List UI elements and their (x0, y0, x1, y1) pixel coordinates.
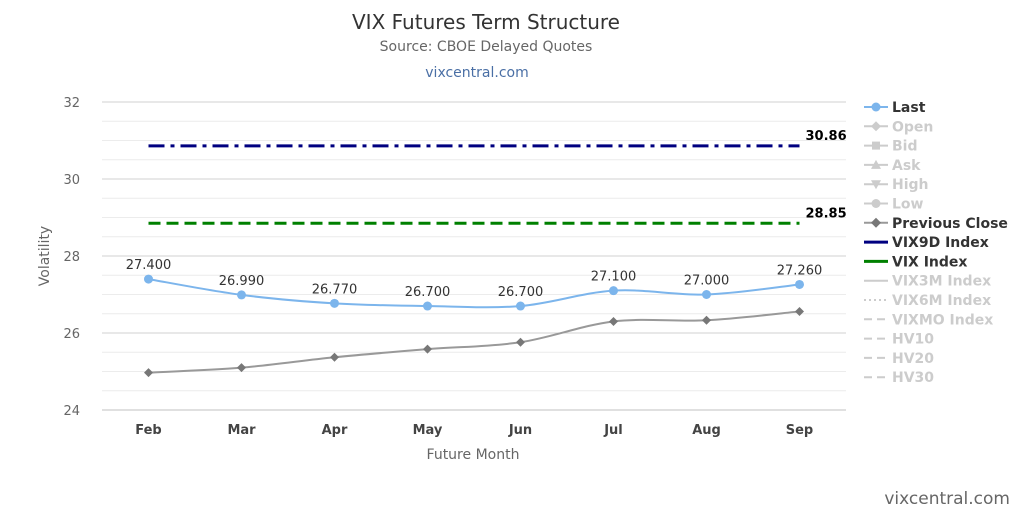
data-label: 26.700 (498, 285, 544, 300)
x-tick-label: Apr (322, 423, 348, 438)
legend-item-ask[interactable]: Ask (864, 158, 921, 174)
x-tick-label: Feb (135, 423, 161, 438)
legend-label: Open (892, 119, 933, 135)
y-tick-label: 26 (63, 327, 80, 342)
legend: Last Open Bid Ask High Low Previous Close VIX9D… (864, 100, 1008, 386)
legend-label: Previous Close (892, 216, 1008, 232)
legend-marker-icon (871, 159, 881, 169)
x-tick-label: Aug (692, 423, 721, 438)
series-line (148, 310, 800, 374)
legend-item-low[interactable]: Low (864, 197, 924, 213)
legend-item-previous-close[interactable]: Previous Close (864, 216, 1008, 232)
x-tick-label: Mar (227, 423, 256, 438)
data-point[interactable] (144, 368, 153, 378)
legend-item-high[interactable]: High (864, 177, 929, 193)
data-label: 26.700 (405, 285, 451, 300)
data-point[interactable] (795, 306, 804, 316)
legend-marker-icon (871, 121, 881, 132)
legend-label: VIXMO Index (892, 312, 993, 328)
data-point[interactable] (423, 301, 432, 311)
legend-label: VIX Index (892, 254, 967, 270)
reference-line-label: 30.86 (806, 129, 847, 144)
legend-item-hv10[interactable]: HV10 (864, 332, 934, 348)
data-point[interactable] (144, 274, 153, 284)
legend-item-vix3m-index[interactable]: VIX3M Index (864, 274, 991, 290)
legend-item-vix6m-index[interactable]: VIX6M Index (864, 293, 991, 309)
chart-subtitle: Source: CBOE Delayed Quotes (380, 39, 593, 55)
legend-label: High (892, 177, 929, 193)
reference-line-label: 28.85 (806, 206, 847, 221)
data-label: 27.260 (777, 263, 823, 278)
data-point[interactable] (330, 298, 339, 308)
y-tick-label: 30 (63, 173, 80, 188)
legend-label: HV10 (892, 332, 934, 348)
data-point[interactable] (609, 316, 618, 326)
legend-item-vix-index[interactable]: VIX Index (864, 254, 967, 270)
x-tick-label: Sep (786, 423, 814, 438)
x-tick-label: Jun (508, 423, 532, 438)
chart-title: VIX Futures Term Structure (352, 10, 620, 34)
x-tick-label: Jul (603, 423, 623, 438)
legend-label: Ask (892, 158, 921, 174)
data-label: 27.100 (591, 270, 637, 285)
data-point[interactable] (516, 301, 525, 311)
data-label: 26.990 (219, 274, 265, 289)
legend-item-bid[interactable]: Bid (864, 139, 918, 155)
legend-item-last[interactable]: Last (864, 100, 926, 116)
y-tick-label: 28 (63, 250, 80, 265)
legend-label: VIX6M Index (892, 293, 991, 309)
data-point[interactable] (795, 279, 804, 289)
legend-label: Low (892, 197, 924, 213)
series-line (148, 278, 800, 309)
legend-label: Bid (892, 139, 918, 155)
data-label: 27.400 (126, 258, 172, 273)
data-label: 26.770 (312, 282, 358, 297)
legend-marker-icon (871, 217, 881, 228)
data-point[interactable] (609, 286, 618, 296)
legend-item-hv20[interactable]: HV20 (864, 351, 934, 367)
legend-label: HV20 (892, 351, 934, 367)
x-tick-label: May (413, 423, 443, 438)
data-point[interactable] (702, 315, 711, 325)
legend-label: Last (892, 100, 926, 116)
data-point[interactable] (237, 363, 246, 373)
y-axis-title: Volatility (37, 226, 53, 286)
data-point[interactable] (702, 290, 711, 299)
legend-marker-icon (872, 141, 880, 150)
legend-label: VIX3M Index (892, 274, 991, 290)
data-point[interactable] (237, 290, 246, 300)
data-point[interactable] (330, 352, 339, 362)
y-tick-label: 32 (63, 96, 80, 111)
legend-label: HV30 (892, 370, 934, 386)
legend-label: VIX9D Index (892, 235, 989, 251)
x-axis-title: Future Month (427, 447, 520, 463)
source-link[interactable]: vixcentral.com (425, 65, 528, 81)
plot-area: 24 26 28 30 32 Feb Mar Apr May Jun Jul Aug Sep 30.86 2… (63, 96, 846, 438)
data-point[interactable] (516, 337, 525, 347)
legend-item-vixmo-index[interactable]: VIXMO Index (864, 312, 993, 328)
credits-link[interactable]: vixcentral.com (884, 489, 1010, 509)
legend-marker-icon (871, 180, 881, 190)
data-point[interactable] (423, 344, 432, 354)
legend-item-vix9d-index[interactable]: VIX9D Index (864, 235, 989, 251)
legend-item-open[interactable]: Open (864, 119, 933, 135)
data-label: 27.000 (684, 274, 730, 289)
legend-marker-icon (871, 102, 881, 112)
y-tick-label: 24 (63, 404, 80, 419)
legend-item-hv30[interactable]: HV30 (864, 370, 934, 386)
legend-marker-icon (871, 199, 881, 208)
